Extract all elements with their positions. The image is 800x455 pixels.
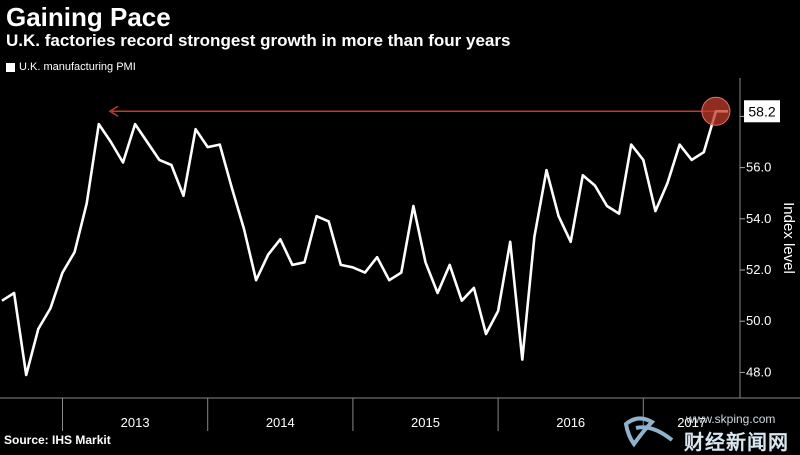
x-tick-label: 2015 — [411, 415, 440, 430]
series-line-uk-manufacturing-pmi — [1, 110, 728, 377]
chart-title: Gaining Pace — [6, 2, 171, 32]
x-tick-label: 2016 — [556, 415, 585, 430]
reference-arrowhead — [108, 105, 119, 117]
x-tick-label: 2013 — [121, 415, 150, 430]
highlight-marker — [701, 96, 731, 126]
y-axis-label: Index level — [780, 202, 797, 274]
watermark-url: www.skping.com — [686, 412, 776, 426]
watermark-text: 财经新闻网 — [684, 430, 789, 454]
y-tick-label: 48.0 — [746, 364, 771, 379]
value-label-box — [744, 100, 780, 123]
watermark-logo-icon — [623, 416, 674, 448]
watermark: www.skping.com 财经新闻网 — [622, 410, 800, 454]
legend: U.K. manufacturing PMI — [6, 61, 136, 73]
x-tick-label: 2014 — [266, 415, 295, 430]
y-tick-label: 50.0 — [746, 313, 771, 328]
legend-swatch — [6, 62, 15, 72]
value-label: 58.2 — [748, 103, 775, 119]
chart-subtitle: U.K. factories record strongest growth i… — [6, 31, 511, 50]
y-tick-label: 52.0 — [746, 262, 771, 277]
y-tick-label: 56.0 — [746, 160, 771, 175]
x-tick-label: 2017 — [677, 415, 706, 430]
y-tick-label: 54.0 — [746, 211, 771, 226]
source-note: Source: IHS Markit — [4, 433, 111, 447]
legend-label: U.K. manufacturing PMI — [19, 61, 136, 73]
